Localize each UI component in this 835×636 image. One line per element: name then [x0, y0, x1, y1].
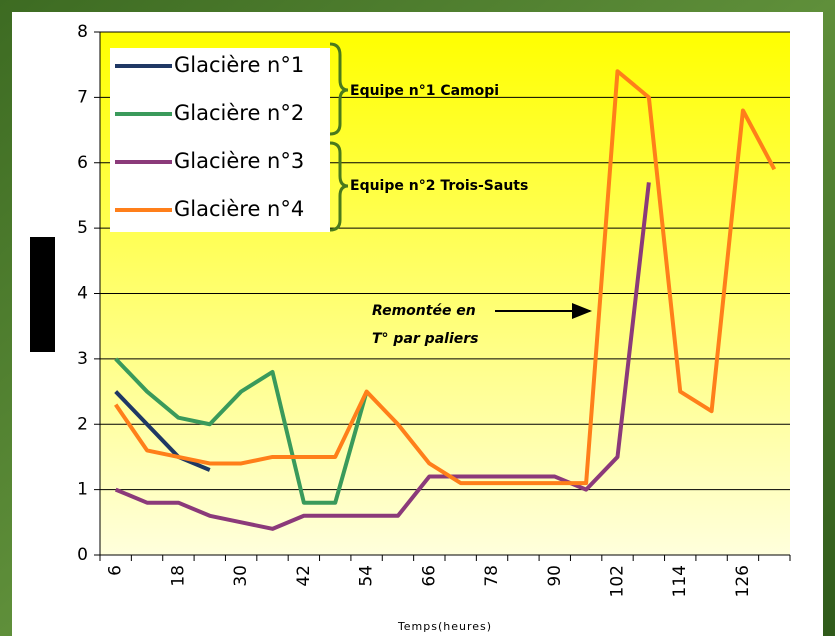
x-tick-label: 30 — [231, 565, 251, 587]
y-label-mask — [30, 237, 55, 352]
x-tick-label: 54 — [357, 565, 377, 587]
legend-box — [110, 48, 330, 232]
x-tick-label: 102 — [608, 565, 628, 597]
x-tick-label: 66 — [419, 565, 439, 587]
y-tick-label: 5 — [77, 218, 88, 238]
x-tick-label: 18 — [168, 565, 188, 587]
y-tick-label: 1 — [77, 480, 88, 500]
y-tick-label: 3 — [77, 349, 88, 369]
x-tick-label: 78 — [482, 565, 502, 587]
y-tick-label: 8 — [77, 22, 88, 42]
legend-label: Glacière n°4 — [174, 197, 304, 221]
brace — [329, 141, 349, 232]
x-axis-title: Temps(heures) — [397, 620, 492, 633]
series-line — [114, 357, 369, 505]
x-tick-label: 114 — [670, 565, 690, 597]
series-line — [114, 390, 211, 472]
annotation: Equipe n°1 Camopi — [350, 83, 499, 99]
y-tick-label: 7 — [77, 87, 88, 107]
series-line — [114, 182, 651, 531]
x-tick-label: 90 — [545, 565, 565, 587]
y-tick-label: 0 — [77, 545, 88, 565]
series-line — [114, 69, 777, 486]
annotation: Equipe n°2 Trois-Sauts — [350, 178, 528, 194]
legend-label: Glacière n°3 — [174, 149, 304, 173]
y-tick-label: 4 — [77, 284, 88, 304]
annotation: T° par paliers — [372, 331, 478, 347]
annotation: Remontée en — [372, 303, 476, 319]
x-tick-label: 42 — [294, 565, 314, 587]
x-tick-label: 6 — [106, 565, 126, 576]
legend-label: Glacière n°2 — [174, 101, 304, 125]
x-tick-label: 126 — [733, 565, 753, 597]
legend-label: Glacière n°1 — [174, 53, 304, 77]
y-tick-label: 2 — [77, 414, 88, 434]
brace — [329, 42, 349, 136]
y-tick-label: 6 — [77, 153, 88, 173]
